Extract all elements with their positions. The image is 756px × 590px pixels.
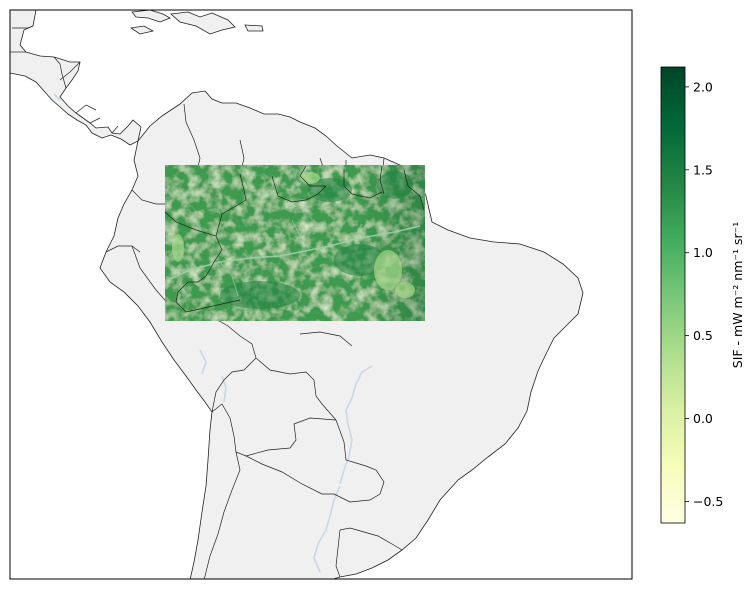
colorbar-ticks: −0.5 0.0 0.5 1.0 1.5 2.0	[685, 79, 723, 509]
map-content	[10, 10, 584, 579]
colorbar-tick-label: 1.5	[693, 162, 713, 177]
colorbar-tick-label: −0.5	[693, 494, 723, 509]
rivers	[53, 93, 373, 573]
colorbar-tick-label: 0.0	[693, 411, 713, 426]
colorbar-label: SIF - mW m⁻² nm⁻¹ sr⁻¹	[730, 222, 745, 368]
colorbar-tick-label: 2.0	[693, 79, 713, 94]
caribbean-islands	[129, 10, 264, 35]
colorbar-tick-label: 1.0	[693, 245, 713, 260]
map-frame	[9, 9, 633, 580]
sif-raster	[164, 165, 425, 321]
colorbar-gradient	[660, 66, 686, 524]
central-america-land	[10, 10, 142, 146]
colorbar-tick-label: 0.5	[693, 328, 713, 343]
central-america-borders	[10, 25, 119, 134]
